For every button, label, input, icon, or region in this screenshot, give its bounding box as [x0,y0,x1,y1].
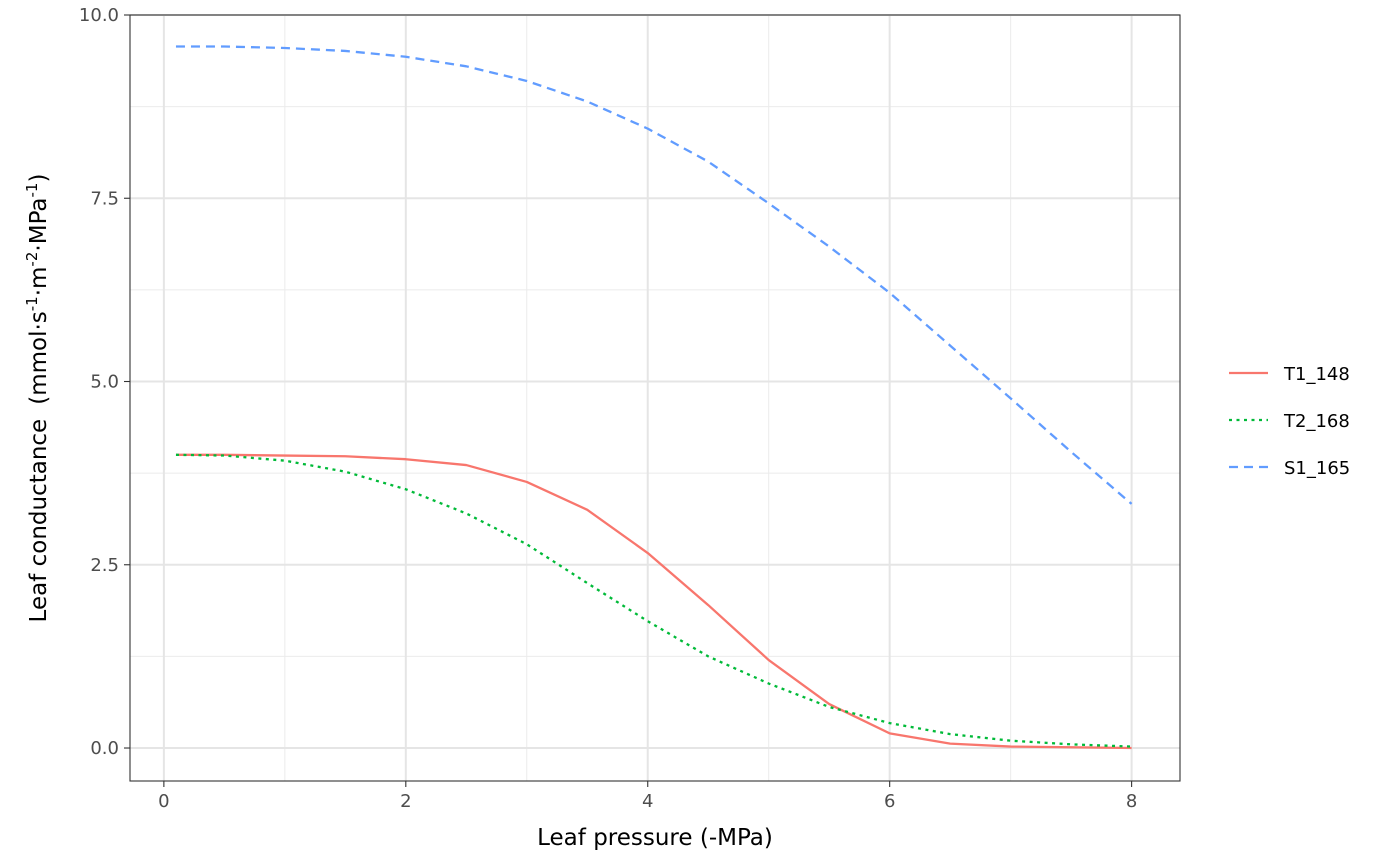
series-line-3 [175,45,1133,505]
series-line-1 [175,453,1132,750]
y-axis-title-prefix: Leaf conductance [26,419,52,623]
y-axis-title-unit-m: m [26,267,52,289]
y-axis-title-exp-s: -1 [23,296,41,311]
y-axis-title-unit-close: ) [26,174,52,183]
y-tick-label: 2.5 [90,555,119,576]
x-tick-label: 4 [642,791,653,812]
x-tick-label: 2 [400,791,411,812]
x-axis-title: Leaf pressure (-MPa) [537,825,773,851]
x-tick-label: 0 [158,791,169,812]
y-axis-title-exp-mpa: -1 [23,183,41,198]
y-axis-title-unit-open: (mmol [26,331,52,405]
y-axis-title-dot-1: · [26,323,52,330]
legend-label-1: T1_148 [1283,364,1350,385]
y-axis-title-unit-s: s [26,311,52,323]
legend-label-2: T2_168 [1283,411,1350,432]
x-tick-label: 8 [1126,791,1137,812]
y-axis-title-dot-2: · [26,289,52,296]
x-axis: 0 2 4 6 8 [158,781,1137,812]
y-tick-label: 5.0 [90,372,119,393]
y-axis: 0.0 2.5 5.0 7.5 10.0 [79,5,130,759]
y-tick-label: 7.5 [90,188,119,209]
y-axis-title-unit-mpa: MPa [26,197,52,244]
y-tick-label: 0.0 [90,738,119,759]
x-tick-label: 6 [884,791,895,812]
series-line-2 [175,453,1132,748]
minor-gridlines [130,15,1180,781]
y-axis-title-dot-3: · [26,244,52,251]
legend-label-3: S1_165 [1284,458,1350,479]
y-tick-label: 10.0 [79,5,119,26]
series-lines [175,45,1133,750]
y-axis-title-exp-m: -2 [23,252,41,267]
legend: T1_148 T2_168 S1_165 [1229,364,1350,479]
y-axis-title: Leaf conductance(mmol·s-1·m-2·MPa-1) [23,174,52,623]
plot-panel-border [129,14,1181,782]
